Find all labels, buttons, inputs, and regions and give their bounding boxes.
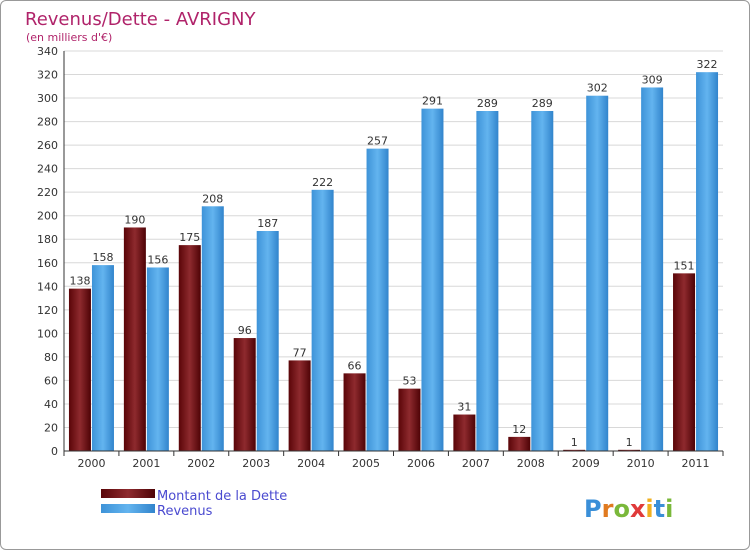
legend-label-debt: Montant de la Dette (157, 489, 287, 504)
data-label-revenus: 322 (697, 58, 718, 71)
x-tick-label: 2011 (682, 457, 710, 470)
x-tick-label: 2002 (187, 457, 215, 470)
x-tick-label: 2009 (572, 457, 600, 470)
legend-swatch-revenus (101, 504, 155, 513)
data-label-debt: 1 (571, 436, 578, 449)
bar-debt (453, 414, 476, 451)
data-label-revenus: 291 (422, 95, 443, 108)
y-tick-label: 240 (37, 163, 58, 176)
proxiti-logo-text: Proxiti (584, 495, 673, 523)
bar-debt (233, 338, 256, 451)
bar-debt (618, 449, 641, 451)
y-tick-label: 140 (37, 280, 58, 293)
x-tick-label: 2004 (297, 457, 325, 470)
data-label-debt: 151 (674, 259, 695, 272)
data-label-debt: 31 (457, 401, 471, 414)
data-label-revenus: 208 (202, 192, 223, 205)
data-label-debt: 53 (402, 375, 416, 388)
bar-debt (178, 245, 201, 451)
data-label-revenus: 222 (312, 176, 333, 189)
data-label-revenus: 289 (532, 97, 553, 110)
data-label-debt: 12 (512, 423, 526, 436)
bar-debt (123, 227, 146, 451)
y-axis-ticks: 0 20 40 60 80 100 120 140 160 180 200 220 240 260 280 3… (37, 45, 58, 458)
bar-revenus (531, 111, 554, 451)
chart-subtitle: (en milliers d'€) (26, 31, 112, 44)
data-label-revenus: 289 (477, 97, 498, 110)
data-label-debt: 175 (179, 231, 200, 244)
data-label-debt: 190 (124, 213, 145, 226)
bar-debt (398, 388, 421, 451)
x-tick-label: 2008 (517, 457, 545, 470)
y-tick-label: 180 (37, 233, 58, 246)
bar-revenus (146, 267, 169, 451)
y-tick-label: 320 (37, 69, 58, 82)
bar-revenus (366, 148, 389, 451)
chart-title: Revenus/Dette - AVRIGNY (25, 9, 257, 30)
bar-debt (68, 288, 91, 451)
grid-lines (64, 50, 723, 428)
y-tick-label: 300 (37, 92, 58, 105)
x-tick-label: 2006 (407, 457, 435, 470)
x-tick-label: 2003 (242, 457, 270, 470)
legend-label-revenus: Revenus (157, 504, 213, 519)
bar-debt (673, 273, 696, 451)
x-tick-label: 2010 (627, 457, 655, 470)
bar-debt (508, 436, 531, 451)
data-label-revenus: 156 (147, 253, 168, 266)
data-label-revenus: 187 (257, 217, 278, 230)
x-tick-label: 2005 (352, 457, 380, 470)
x-tick-label: 2000 (77, 457, 105, 470)
bar-revenus (641, 87, 664, 452)
y-tick-label: 280 (37, 116, 58, 129)
y-tick-label: 40 (44, 398, 58, 411)
bar-revenus (201, 206, 224, 451)
bar-debt (288, 360, 311, 451)
bar-revenus (586, 95, 609, 452)
y-tick-label: 60 (44, 374, 58, 387)
y-tick-label: 260 (37, 139, 58, 152)
y-tick-label: 120 (37, 304, 58, 317)
bars (68, 72, 719, 452)
proxiti-logo: Proxiti (584, 495, 673, 523)
bar-revenus (311, 189, 334, 451)
bar-revenus (421, 108, 444, 451)
data-label-debt: 96 (238, 324, 252, 337)
data-label-revenus: 309 (642, 73, 663, 86)
data-label-debt: 1 (626, 436, 633, 449)
y-tick-label: 100 (37, 327, 58, 340)
data-label-debt: 77 (293, 346, 307, 359)
x-axis-ticks: 2000 2001 2002 2003 2004 2005 2006 2007 2008 2009… (63, 451, 724, 470)
y-tick-label: 200 (37, 210, 58, 223)
bar-revenus (696, 72, 719, 452)
data-label-revenus: 158 (92, 251, 113, 264)
x-tick-label: 2007 (462, 457, 490, 470)
y-tick-label: 80 (44, 351, 58, 364)
bar-revenus (476, 111, 499, 451)
legend-swatch-debt (101, 489, 155, 498)
bar-revenus (91, 265, 114, 451)
y-tick-label: 220 (37, 186, 58, 199)
data-label-debt: 66 (348, 359, 362, 372)
legend: Montant de la Dette Revenus (101, 489, 287, 519)
bar-revenus (256, 231, 279, 451)
data-label-debt: 138 (69, 275, 90, 288)
bar-debt (343, 373, 366, 451)
data-label-revenus: 257 (367, 135, 388, 148)
y-tick-label: 20 (44, 421, 58, 434)
y-tick-label: 0 (51, 445, 58, 458)
y-tick-label: 340 (37, 45, 58, 58)
y-tick-label: 160 (37, 257, 58, 270)
bar-debt (563, 449, 586, 451)
data-label-revenus: 302 (587, 82, 608, 95)
x-tick-label: 2001 (132, 457, 160, 470)
